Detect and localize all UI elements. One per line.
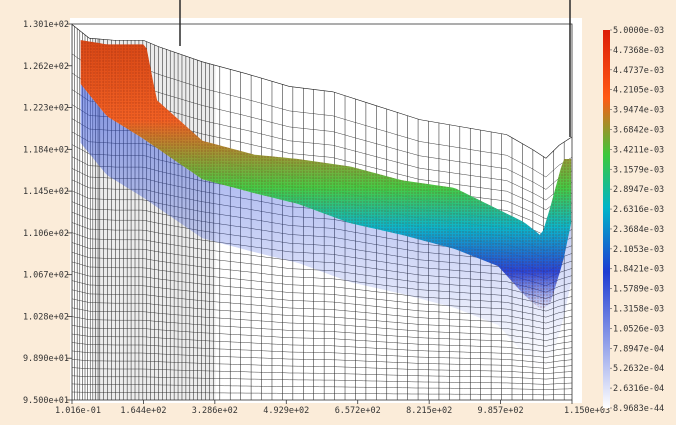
x-tick-label: 6.572e+02 <box>335 406 381 416</box>
x-tick-label: 1.016e-01 <box>55 406 101 416</box>
colorbar-label: 7.8947e-04 <box>613 344 664 354</box>
colorbar-label: 4.7368e-03 <box>613 46 664 56</box>
colorbar <box>603 30 610 408</box>
x-tick-label: 3.286e+02 <box>192 406 238 416</box>
mesh-layer <box>71 298 573 336</box>
x-tick-label: 1.644e+02 <box>120 406 166 416</box>
colorbar-label: 2.1053e-03 <box>613 245 664 255</box>
y-tick-label: 9.890e+01 <box>23 354 69 364</box>
colorbar-label: 5.0000e-03 <box>613 26 664 36</box>
colorbar-label: 3.6842e-03 <box>613 125 664 135</box>
mesh-layer <box>71 359 573 375</box>
colorbar-label: 1.8421e-03 <box>613 265 664 275</box>
colorbar-label: 2.6316e-03 <box>613 205 664 215</box>
colorbar-label: 3.4211e-03 <box>613 145 664 155</box>
y-tick-label: 1.262e+02 <box>23 62 69 72</box>
x-tick-label: 8.215e+02 <box>406 406 452 416</box>
mesh-layer <box>71 307 573 341</box>
x-tick-label: 9.857e+02 <box>478 406 524 416</box>
colorbar-label: 4.2105e-03 <box>613 86 664 96</box>
colorbar-label: 2.8947e-03 <box>613 185 664 195</box>
x-tick-label: 4.929e+02 <box>263 406 309 416</box>
y-tick-label: 1.301e+02 <box>23 20 69 30</box>
plume-halo <box>80 83 572 368</box>
mesh-layer <box>71 72 573 190</box>
mesh-layer <box>71 367 573 380</box>
mesh-layer <box>71 316 573 347</box>
x-tick-label: 1.150e+03 <box>564 406 610 416</box>
y-tick-label: 9.500e+01 <box>23 396 69 406</box>
colorbar-label: 2.6316e-04 <box>613 384 664 394</box>
colorbar-label: 4.4737e-03 <box>613 66 664 76</box>
mesh-layer <box>71 391 573 396</box>
colorbar-label: 3.1579e-03 <box>613 165 664 175</box>
colorbar-label: 3.9474e-03 <box>613 106 664 116</box>
mesh-layer <box>71 53 573 178</box>
colorbar-label: 8.9683e-44 <box>613 404 664 414</box>
y-tick-label: 1.184e+02 <box>23 145 69 155</box>
mesh-layer <box>71 342 573 364</box>
mesh-layer <box>71 375 573 385</box>
mesh-layer <box>71 325 573 353</box>
mesh-layer <box>71 350 573 369</box>
y-tick-label: 1.145e+02 <box>23 187 69 197</box>
plume-texture <box>80 40 572 309</box>
mesh-layer <box>71 333 573 358</box>
y-tick-label: 1.223e+02 <box>23 104 69 114</box>
colorbar-label: 1.3158e-03 <box>613 305 664 315</box>
y-tick-label: 1.028e+02 <box>23 312 69 322</box>
y-tick-label: 1.067e+02 <box>23 271 69 281</box>
mesh-layer <box>71 383 573 390</box>
colorbar-label: 1.0526e-03 <box>613 324 664 334</box>
plot-frame <box>71 23 573 401</box>
colorbar-label: 1.5789e-03 <box>613 285 664 295</box>
plot-axes: 1.301e+02 1.262e+02 1.223e+02 1.184e+02 1.14… <box>23 20 610 416</box>
y-tick-label: 1.106e+02 <box>23 229 69 239</box>
concentration-plume <box>80 40 572 368</box>
color-legend: 5.0000e-03 4.7368e-03 4.4737e-03 4.2105e-03… <box>603 26 664 414</box>
colorbar-label: 2.3684e-03 <box>613 225 664 235</box>
colorbar-label: 5.2632e-04 <box>613 364 664 374</box>
